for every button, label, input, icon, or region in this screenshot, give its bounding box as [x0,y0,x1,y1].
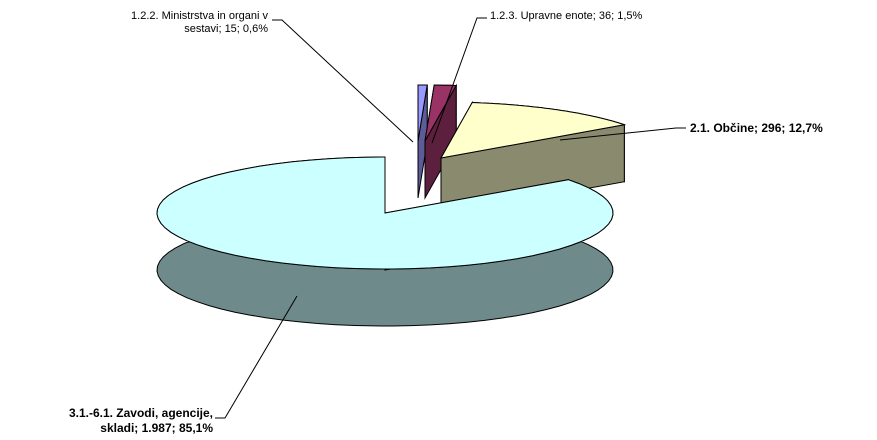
label-obcine: 2.1. Občine; 296; 12,7% [690,121,823,136]
leader-line-obcine [559,127,686,141]
label-ministrstva-line2: sestavi; 15; 0,6% [184,23,268,35]
label-ministrstva-line1: 1.2.2. Ministrstva in organi v [131,10,268,22]
label-obcine-line1: 2.1. Občine; 296; 12,7% [690,121,823,135]
slice-top-ministrstva [417,84,428,142]
label-ministrstva: 1.2.2. Ministrstva in organi v sestavi; … [70,10,268,36]
label-zavodi: 3.1.-6.1. Zavodi, agencije, skladi; 1.98… [8,406,213,436]
label-zavodi-line2: skladi; 1.987; 85,1% [100,421,213,435]
label-upravne-line1: 1.2.3. Upravne enote; 36; 1,5% [490,10,643,22]
leader-line-upravne [431,17,487,144]
slice-top-zavodi [156,156,614,270]
slice-top-obcine [440,101,627,159]
leader-line-zavodi [215,295,298,419]
leader-line-ministrstva [272,19,414,143]
label-zavodi-line1: 3.1.-6.1. Zavodi, agencije, [68,406,213,420]
label-upravne: 1.2.3. Upravne enote; 36; 1,5% [490,10,642,23]
